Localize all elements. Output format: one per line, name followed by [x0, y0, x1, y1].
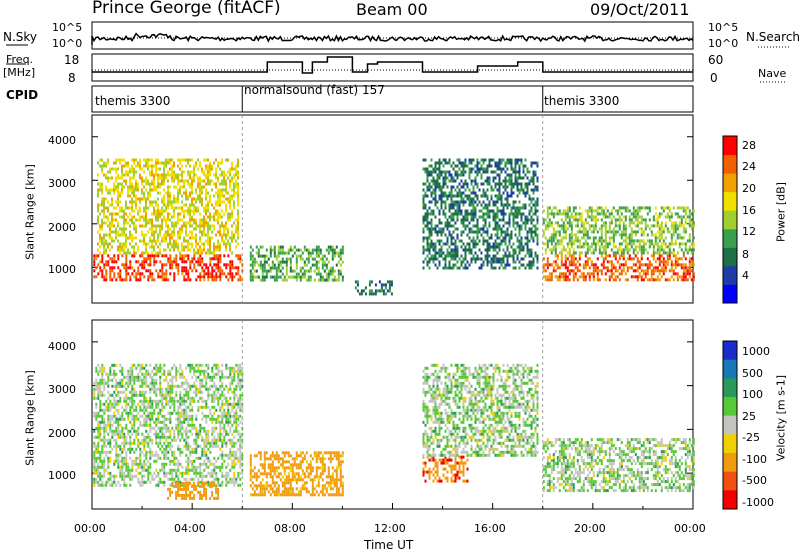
- power-cbar-tick-16: 16: [742, 204, 756, 217]
- power-cbar-tick-4: 4: [742, 269, 749, 282]
- power-region-3: [354, 280, 393, 296]
- velocity-colorbar-cell-3: [723, 397, 737, 417]
- cpid-segment-3: themis 3300: [544, 94, 620, 108]
- station-title: Prince George (fitACF): [92, 0, 281, 18]
- freq-label-1: Freq.: [6, 53, 34, 66]
- vel-cbar-tick-m500: -500: [742, 474, 767, 487]
- velocity-colorbar-frame: [722, 340, 738, 510]
- power-colorbar-cell-3: [723, 228, 737, 248]
- freq-trace: [92, 56, 693, 74]
- nsky-top-tick: 10^5: [52, 21, 83, 34]
- velocity-region-5: [542, 438, 695, 493]
- velocity-ytick-4000: 4000: [48, 340, 76, 353]
- power-colorbar-cell-1: [723, 265, 737, 285]
- power-cbar-tick-20: 20: [742, 182, 756, 195]
- velocity-ytick-3000: 3000: [48, 383, 76, 396]
- velocity-colorbar-cell-1: [723, 359, 737, 379]
- power-region-1: [97, 158, 239, 255]
- nsky-trace: [91, 32, 694, 45]
- cpid-panel: [91, 85, 694, 113]
- power-ytick-1000: 1000: [48, 263, 76, 276]
- power-colorbar-cell-7: [723, 154, 737, 174]
- date-title: 09/Oct/2011: [590, 0, 690, 19]
- velocity-colorbar-cell-7: [723, 471, 737, 491]
- beam-title: Beam 00: [356, 0, 428, 19]
- nave-top-tick: 60: [708, 53, 724, 67]
- freq-bot-tick: 8: [68, 71, 76, 85]
- power-region-5: [542, 254, 695, 282]
- power-colorbar-cell-2: [723, 247, 737, 267]
- vel-cbar-tick-m1000: -1000: [742, 496, 774, 509]
- power-colorbar-cell-4: [723, 210, 737, 230]
- vel-cbar-tick-500: 500: [742, 367, 763, 380]
- freq-label-2: [MHz]: [3, 66, 36, 79]
- nave-bot-tick: 0: [710, 71, 718, 85]
- vel-cbar-tick-1000: 1000: [742, 345, 770, 358]
- velocity-region-0: [93, 363, 244, 487]
- xaxis-label: Time UT: [364, 538, 414, 552]
- vel-cbar-tick-100: 100: [742, 388, 763, 401]
- velocity-ytick-2000: 2000: [48, 427, 76, 440]
- vel-cbar-tick-m25: -25: [742, 431, 760, 444]
- nave-label: Nave: [758, 67, 787, 80]
- vel-cbar-tick-m100: -100: [742, 453, 767, 466]
- xtick-2: 08:00: [274, 522, 306, 535]
- power-colorbar-cell-8: [723, 136, 737, 156]
- power-colorbar-frame: [722, 135, 738, 304]
- power-colorbar-cell-6: [723, 173, 737, 193]
- xtick-6: 00:00: [674, 522, 706, 535]
- power-region-2: [249, 245, 344, 282]
- xtick-1: 04:00: [174, 522, 206, 535]
- velocity-colorbar-cell-5: [723, 434, 737, 454]
- xtick-0: 00:00: [74, 522, 106, 535]
- velocity-ytick-1000: 1000: [48, 469, 76, 482]
- freq-panel: [91, 53, 694, 82]
- velocity-colorbar-cell-8: [723, 490, 737, 510]
- velocity-region-1: [167, 481, 220, 500]
- nsky-label: N.Sky: [3, 30, 38, 44]
- velocity-region-4: [422, 363, 539, 457]
- power-region-0: [93, 254, 244, 282]
- velocity-colorbar-cell-0: [723, 341, 737, 361]
- velocity-region-2: [249, 451, 344, 497]
- cpid-segment-2: normalsound (fast) 157: [244, 83, 385, 97]
- nsky-panel: [91, 21, 694, 50]
- power-colorbar-cell-0: [723, 284, 737, 304]
- xtick-3: 12:00: [374, 522, 406, 535]
- cpid-label: CPID: [6, 88, 39, 102]
- power-cbar-tick-12: 12: [742, 225, 756, 238]
- power-colorbar-cell-5: [723, 191, 737, 211]
- velocity-panel: [91, 319, 694, 510]
- xtick-4: 16:00: [474, 522, 506, 535]
- nsearch-top-tick: 10^5: [708, 21, 739, 34]
- power-ytick-2000: 2000: [48, 221, 76, 234]
- xtick-5: 20:00: [574, 522, 606, 535]
- velocity-region-3: [422, 455, 469, 483]
- power-region-4: [422, 158, 539, 270]
- velocity-colorbar-cell-2: [723, 378, 737, 398]
- power-ytick-3000: 3000: [48, 177, 76, 190]
- vel-cbar-tick-25: 25: [742, 410, 756, 423]
- power-cbar-tick-28: 28: [742, 139, 756, 152]
- velocity-colorbar-cell-4: [723, 415, 737, 435]
- power-ytick-4000: 4000: [48, 134, 76, 147]
- nsearch-bot-tick: 10^0: [708, 37, 739, 50]
- freq-top-tick: 18: [64, 53, 80, 67]
- nsky-bot-tick: 10^0: [52, 37, 83, 50]
- velocity-colorbar-cell-6: [723, 453, 737, 473]
- power-cbar-tick-24: 24: [742, 160, 756, 173]
- cpid-segment-1: themis 3300: [95, 94, 171, 108]
- nsearch-label: N.Search: [746, 30, 800, 44]
- power-cbar-tick-8: 8: [742, 248, 749, 261]
- power-region-6: [542, 206, 695, 255]
